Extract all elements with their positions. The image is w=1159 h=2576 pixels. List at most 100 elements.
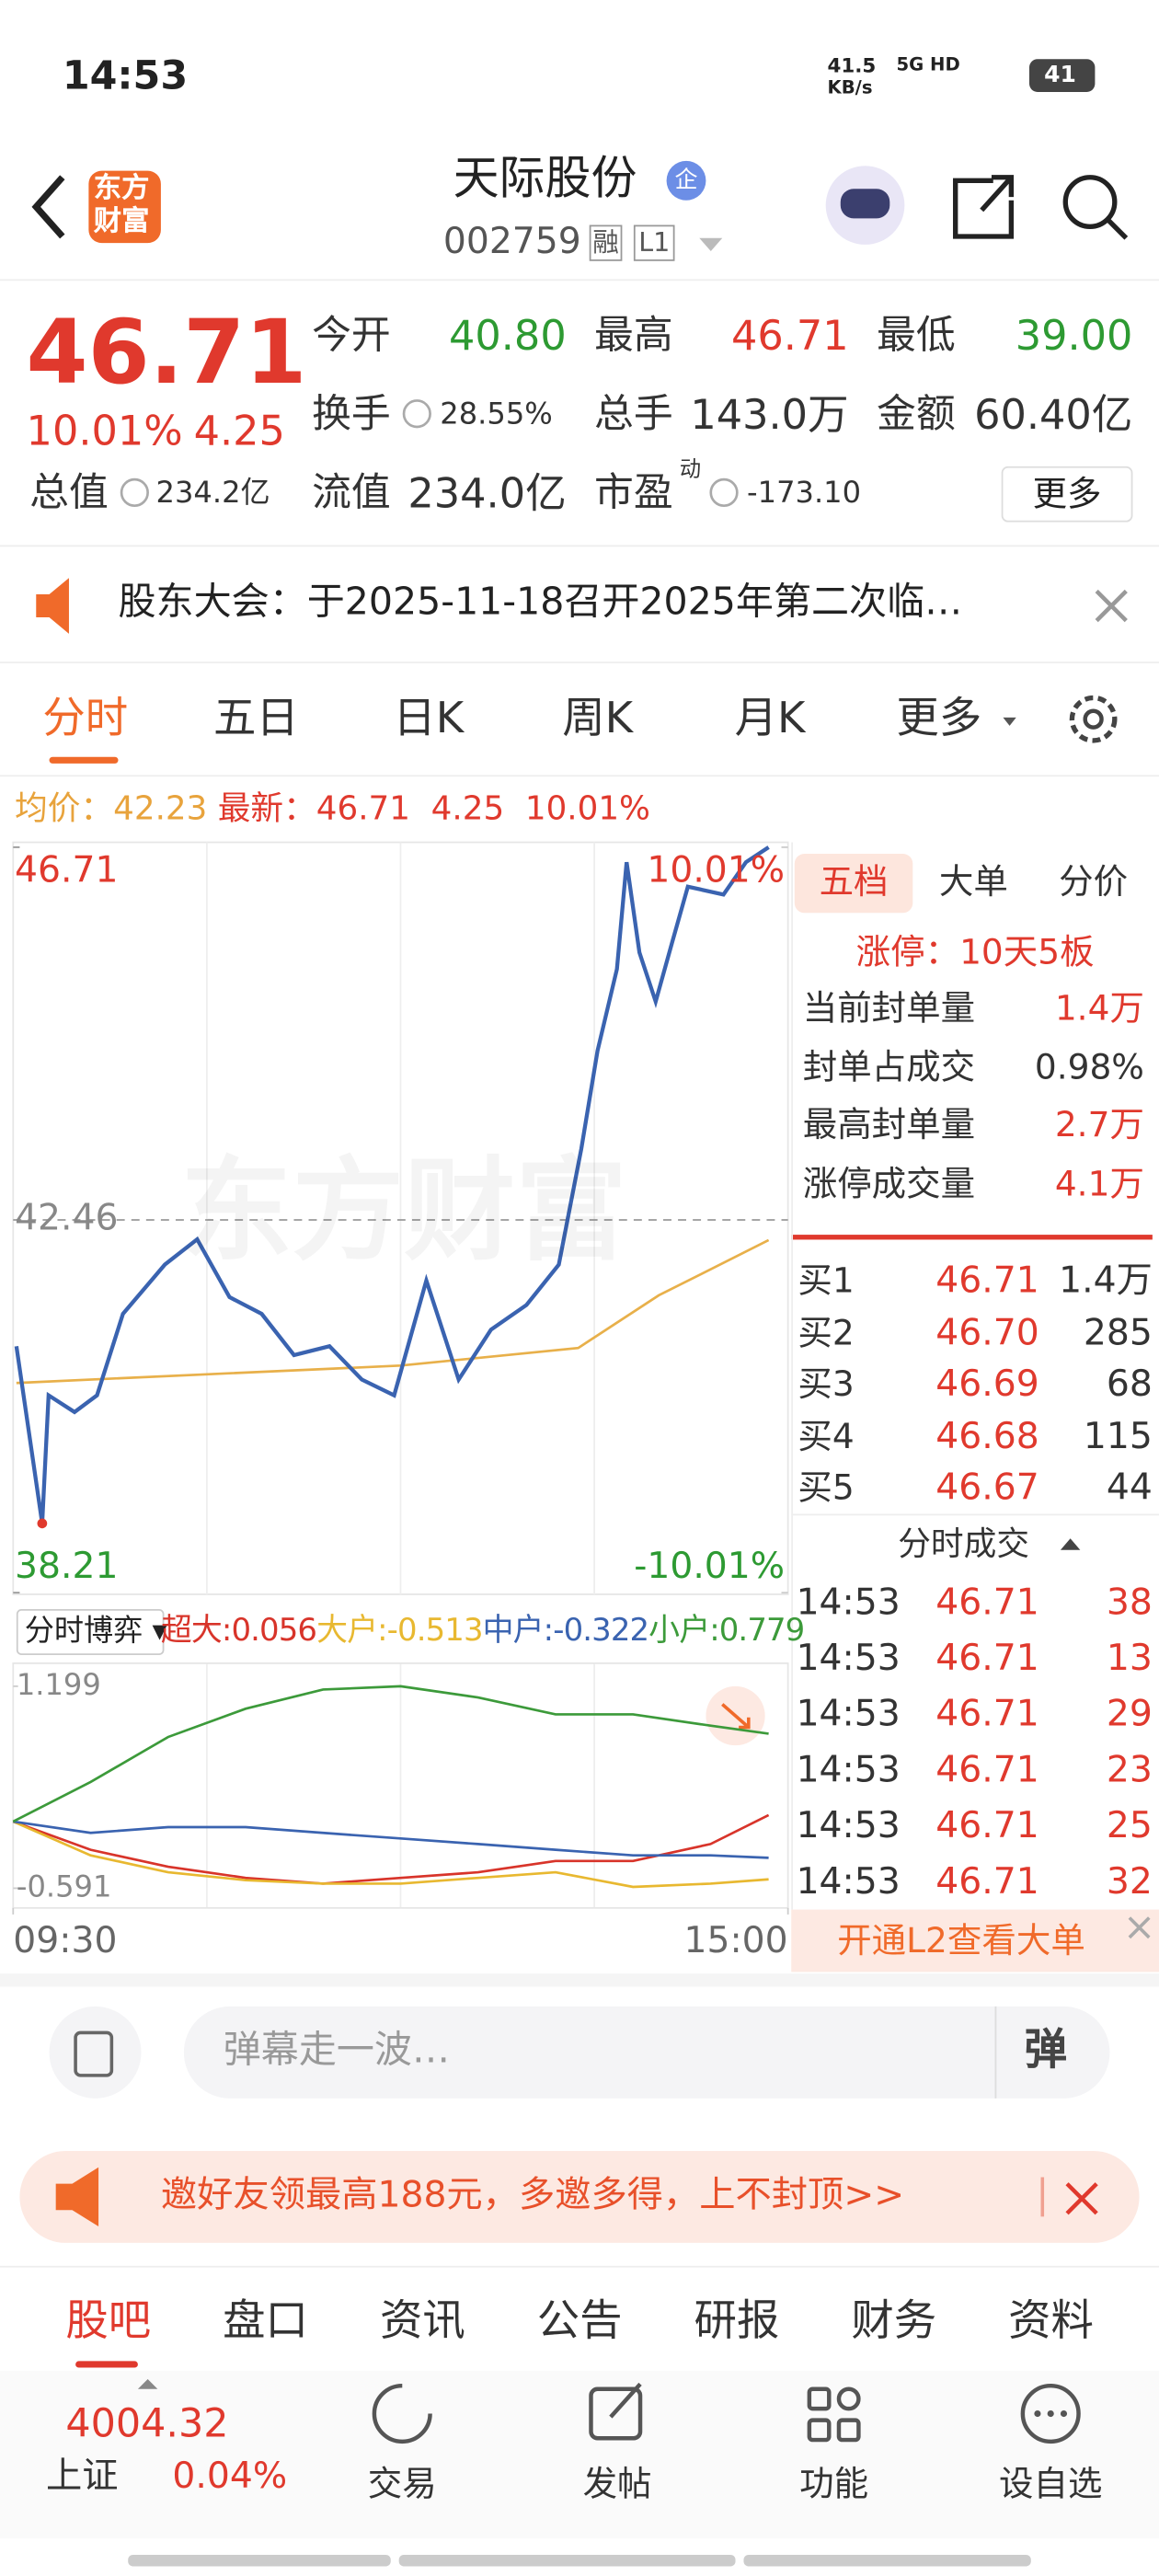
home-bar <box>398 2554 736 2567</box>
section-tab[interactable]: 盘口 <box>223 2296 308 2347</box>
price: 46.71 <box>26 300 307 405</box>
y-tick-label: 38.21 <box>15 1547 119 1588</box>
settings-icon <box>1083 708 1104 730</box>
section-tab[interactable]: 研报 <box>694 2296 780 2347</box>
avg-label: 均价： <box>15 788 114 828</box>
tab[interactable]: 周K <box>562 694 634 744</box>
close-icon[interactable] <box>1128 1916 1151 1939</box>
field-value: 143.0万 <box>690 390 849 439</box>
field-sup: 动 <box>679 457 702 483</box>
stat-value: 4.1万 <box>1054 1163 1144 1203</box>
speaker-icon <box>36 578 69 634</box>
battery-level: 41 <box>1044 62 1076 89</box>
field-label: 今开 <box>312 312 391 359</box>
badge: 企 <box>674 167 698 194</box>
trade-price: 46.71 <box>935 1582 1039 1625</box>
close-icon[interactable] <box>1065 2182 1098 2215</box>
megaphone-icon <box>55 2167 99 2227</box>
trade-icon[interactable] <box>372 2383 432 2444</box>
l2-link[interactable]: 开通L2查看大单 <box>837 1921 1085 1961</box>
stat-value: 1.4万 <box>1054 988 1144 1029</box>
tab[interactable]: 日K <box>393 694 465 744</box>
bid-price: 46.68 <box>935 1416 1039 1457</box>
book-tab[interactable]: 大单 <box>938 861 1008 902</box>
nav-item[interactable]: 发帖 <box>582 2464 652 2504</box>
more-button[interactable]: 更多 <box>1001 466 1133 523</box>
section-tab[interactable]: 财务 <box>851 2296 937 2347</box>
input-bg <box>183 2006 1110 2099</box>
y-tick-label: 1.199 <box>16 1668 101 1703</box>
back-icon[interactable] <box>31 175 65 239</box>
bid-volume: 1.4万 <box>1059 1260 1153 1303</box>
bid-price: 46.69 <box>935 1364 1039 1406</box>
trade-time: 14:53 <box>796 1861 901 1903</box>
share-icon[interactable] <box>953 175 1015 239</box>
section-tab[interactable]: 资讯 <box>379 2296 465 2347</box>
tab[interactable]: 月K <box>734 694 806 744</box>
trade-price: 46.71 <box>935 1639 1039 1680</box>
trade-time: 14:53 <box>796 1694 901 1736</box>
book-tab[interactable]: 分价 <box>1059 861 1129 902</box>
divider <box>0 279 1159 282</box>
nav-item[interactable]: 交易 <box>367 2464 437 2504</box>
notice[interactable]: 股东大会：于2025-11-18召开2025年第二次临… <box>118 581 963 625</box>
banner-text[interactable]: 邀好友领最高188元，多邀多得，上不封顶>> <box>160 2175 905 2217</box>
y-tick-label: 42.46 <box>15 1198 119 1240</box>
tab-bg <box>794 854 913 914</box>
grid <box>205 842 595 1908</box>
danmaku-input[interactable]: 弹幕走一波… <box>223 2029 451 2073</box>
danmaku-button[interactable]: 弹 <box>1024 2026 1068 2076</box>
dropdown-icon[interactable] <box>699 237 723 252</box>
post-icon[interactable] <box>589 2386 643 2441</box>
trade-price: 46.71 <box>935 1694 1039 1736</box>
flow-selector[interactable]: 分时博弈 ▾ <box>16 1609 167 1655</box>
info-icon <box>402 399 431 429</box>
stat-label: 涨停成交量 <box>802 1163 976 1203</box>
legend-value: -0.322 <box>553 1612 649 1649</box>
danmaku-icon[interactable] <box>74 2030 114 2077</box>
tab[interactable]: 五日 <box>212 694 299 744</box>
tab[interactable]: 更多 <box>896 694 982 744</box>
search-icon[interactable] <box>1062 175 1118 229</box>
change: 4.25 <box>193 407 285 455</box>
legend-value: 0.779 <box>718 1612 806 1649</box>
bid-volume: 115 <box>1083 1416 1153 1457</box>
func-icon[interactable] <box>807 2386 861 2443</box>
book-tab[interactable]: 五档 <box>819 861 889 902</box>
tab-underline <box>49 756 119 764</box>
series-line <box>12 1685 769 1823</box>
tab[interactable]: 分时 <box>42 694 129 744</box>
tag: L1 <box>633 224 675 261</box>
section-tab[interactable]: 资料 <box>1008 2296 1094 2347</box>
divider <box>1040 2177 1045 2217</box>
trade-price: 46.71 <box>935 1861 1039 1903</box>
trades-title: 分时成交 <box>898 1524 1030 1564</box>
nav-item[interactable]: 设自选 <box>998 2464 1103 2504</box>
watch-icon[interactable] <box>1020 2383 1081 2444</box>
bid-label: 买4 <box>798 1416 855 1456</box>
section-tab[interactable]: 公告 <box>536 2296 623 2347</box>
nav-item[interactable]: 功能 <box>799 2464 869 2504</box>
section-tab[interactable]: 股吧 <box>65 2296 152 2347</box>
close-icon[interactable] <box>1095 589 1128 623</box>
search-icon <box>1106 218 1129 240</box>
bid-price: 46.67 <box>935 1467 1039 1510</box>
series-line <box>13 1820 769 1859</box>
legend-name: 小户: <box>648 1612 719 1649</box>
field-value: 60.40亿 <box>974 390 1133 439</box>
field-value: -173.10 <box>747 476 862 512</box>
index-value[interactable]: 4004.32 <box>65 2400 229 2447</box>
stock-name: 天际股份 <box>453 151 637 206</box>
field-label: 金额 <box>877 390 956 437</box>
field-label: 总手 <box>594 390 673 437</box>
bid-volume: 68 <box>1106 1364 1153 1406</box>
info-icon <box>709 477 739 508</box>
field-label: 换手 <box>312 390 391 437</box>
tab-underline <box>75 2361 138 2368</box>
settings-icon[interactable] <box>1069 695 1118 743</box>
network: 5G HD <box>896 53 960 76</box>
y-tick-label: 46.71 <box>15 850 119 892</box>
bid-label: 买3 <box>798 1364 855 1404</box>
